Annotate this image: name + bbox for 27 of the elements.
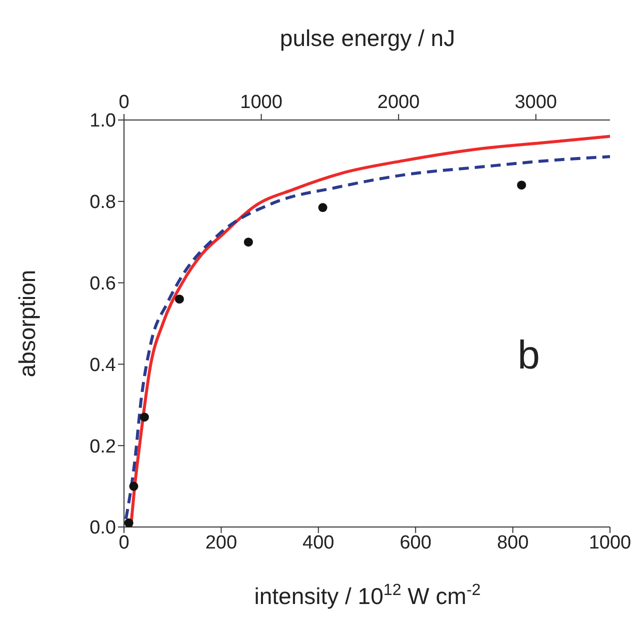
annotation: b [518, 333, 540, 378]
x-tick-label: 0 [118, 532, 130, 554]
y-tick-label: 0.8 [90, 192, 116, 214]
x-tick-label: 200 [205, 532, 238, 554]
point [124, 518, 134, 527]
y-tick-label: 0.2 [90, 436, 116, 458]
point [244, 238, 253, 247]
x-axis-title: intensity / 10$^{12}$ W cm$^{-2}$ [254, 581, 481, 609]
y-tick-label: 1.0 [90, 110, 116, 132]
point [517, 180, 526, 190]
x-tick-label: 1000 [588, 532, 632, 554]
point [140, 412, 149, 422]
y-tick-label: 0.0 [90, 518, 116, 539]
x2-tick-label: 1000 [240, 92, 282, 113]
y-tick-label: 0.6 [90, 274, 116, 295]
x2-tick-label: 3000 [514, 92, 558, 113]
y-tick-label: 0.4 [90, 354, 116, 376]
point [174, 294, 184, 304]
point [318, 203, 328, 212]
x2-axis-title: pulse energy / nJ [280, 25, 456, 51]
y-axis-title: absorption [14, 270, 40, 378]
x2-tick-label: 0 [118, 92, 130, 113]
point [129, 482, 138, 491]
x2-tick-label: 2000 [377, 92, 420, 113]
x-tick-label: 800 [496, 532, 529, 554]
x-tick-label: 400 [302, 532, 334, 554]
x-tick-label: 600 [400, 532, 432, 554]
